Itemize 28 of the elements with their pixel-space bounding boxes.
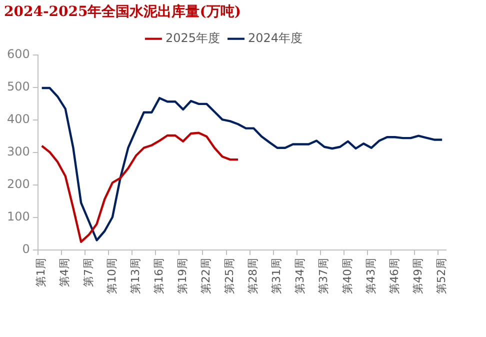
chart-title: 2024-2025年全国水泥出库量(万吨) xyxy=(4,3,241,20)
y-tick-label: 400 xyxy=(7,112,30,126)
x-tick-label: 第40周 xyxy=(340,258,354,294)
x-tick-label: 第25周 xyxy=(223,258,236,294)
x-tick-label: 第1周 xyxy=(34,258,48,288)
legend-label: 2025年度 xyxy=(165,30,220,45)
x-tick-label: 第52周 xyxy=(434,258,448,294)
y-tick-label: 500 xyxy=(7,79,30,94)
x-tick-label: 第34周 xyxy=(294,258,307,294)
y-tick-label: 0 xyxy=(22,242,30,256)
x-tick-label: 第19周 xyxy=(176,258,189,294)
x-tick-label: 第31周 xyxy=(270,258,284,294)
x-tick-label: 第13周 xyxy=(128,258,142,294)
x-tick-label: 第22周 xyxy=(199,258,212,294)
x-tick-label: 第28周 xyxy=(246,258,260,294)
x-tick-label: 第37周 xyxy=(317,258,330,294)
x-tick-label: 第4周 xyxy=(58,258,72,288)
y-tick-label: 600 xyxy=(7,46,30,61)
x-tick-label: 第10周 xyxy=(105,258,118,294)
x-tick-label: 第16周 xyxy=(152,258,166,294)
y-tick-label: 200 xyxy=(7,177,30,192)
x-tick-label: 第46周 xyxy=(388,258,401,294)
x-tick-label: 第7周 xyxy=(82,258,95,288)
legend-label: 2024年度 xyxy=(248,30,303,45)
x-tick-label: 第43周 xyxy=(364,258,378,294)
x-tick-label: 第49周 xyxy=(411,258,424,294)
y-tick-label: 300 xyxy=(7,144,30,159)
y-tick-label: 100 xyxy=(7,210,30,224)
